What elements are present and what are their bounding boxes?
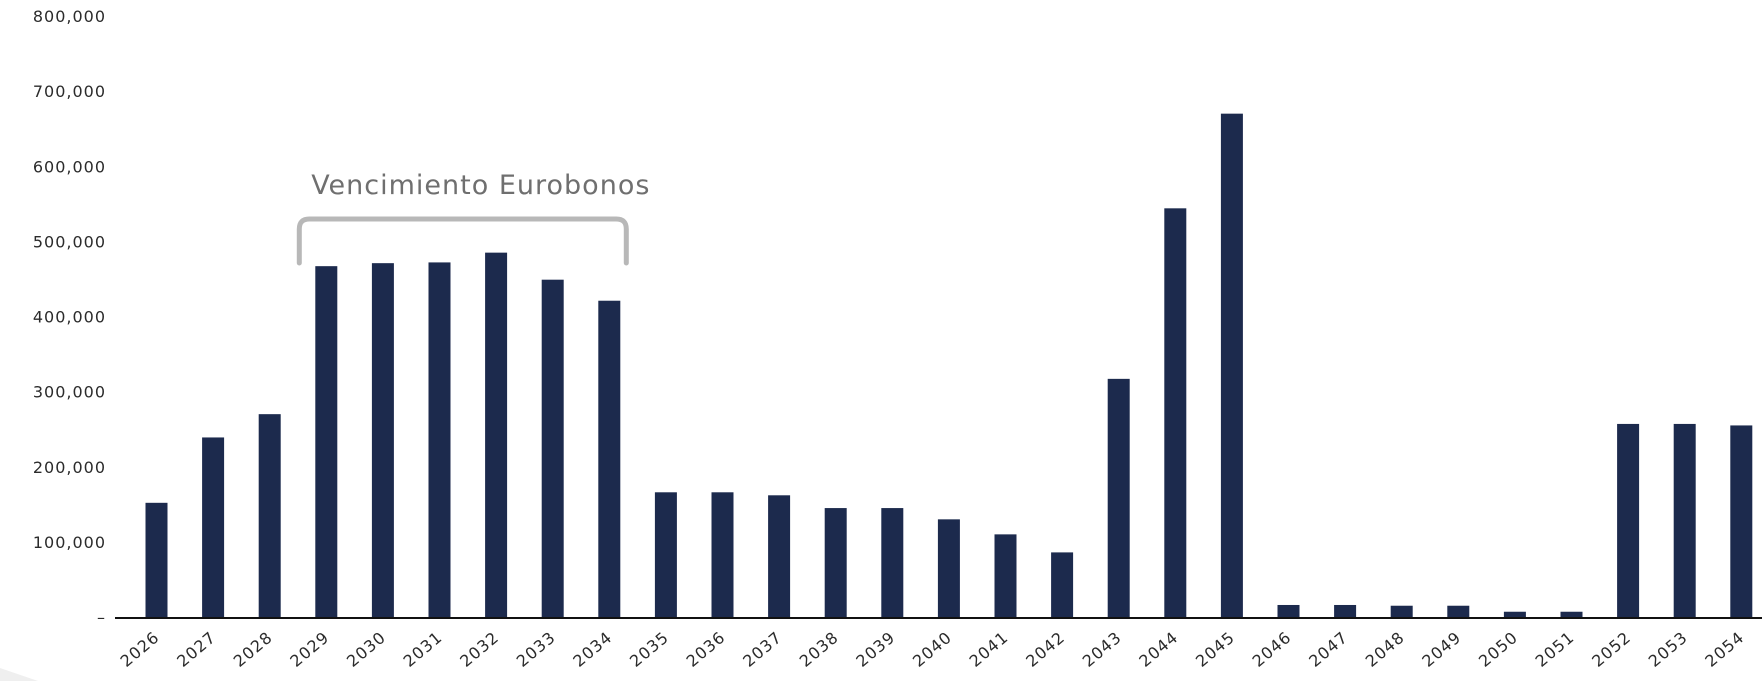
bar-2029: [315, 266, 338, 617]
x-tick-label-2051: 2051: [1532, 628, 1578, 671]
x-tick-label-2032: 2032: [456, 628, 502, 671]
bar-2036: [711, 492, 734, 617]
x-tick-label-2040: 2040: [909, 628, 955, 671]
bar-2042: [1051, 552, 1074, 617]
x-axis: 2026 2027 2028 2029 2030 2031 2032 2033 2034 2035…: [117, 628, 1748, 671]
bar-2046: [1277, 604, 1300, 617]
corner-decoration: [0, 668, 38, 681]
bar-2051: [1560, 611, 1583, 617]
x-tick-label-2030: 2030: [343, 628, 389, 671]
bar-2027: [202, 437, 225, 617]
bar-2031: [428, 262, 451, 617]
y-tick-label: 500,000: [33, 232, 106, 251]
y-tick-label: 400,000: [33, 308, 106, 327]
bar-2028: [258, 414, 281, 617]
x-tick-label-2027: 2027: [173, 628, 219, 671]
y-tick-label: 800,000: [33, 7, 106, 26]
annotation-bracket: [296, 216, 629, 266]
bar-2037: [768, 495, 791, 617]
x-tick-label-2031: 2031: [400, 628, 446, 671]
annotation-group: Vencimiento Eurobonos: [296, 170, 650, 266]
x-tick-label-2038: 2038: [796, 628, 842, 671]
x-tick-label-2036: 2036: [683, 628, 729, 671]
x-tick-label-2044: 2044: [1135, 628, 1181, 671]
x-tick-label-2039: 2039: [852, 628, 898, 671]
bar-2052: [1617, 423, 1640, 617]
x-tick-label-2042: 2042: [1022, 628, 1068, 671]
x-tick-label-2028: 2028: [230, 628, 276, 671]
bar-2049: [1447, 605, 1470, 617]
bar-2032: [485, 252, 508, 618]
bar-2045: [1220, 113, 1243, 617]
x-tick-label-2045: 2045: [1192, 628, 1238, 671]
y-tick-label: 300,000: [33, 383, 106, 402]
bar-2040: [937, 519, 960, 617]
bar-2047: [1334, 604, 1357, 617]
y-axis: – 100,000 200,000 300,000 400,000 500,000 600,…: [33, 7, 106, 627]
bar-2033: [541, 279, 564, 617]
y-tick-label: 600,000: [33, 157, 106, 176]
x-tick-label-2046: 2046: [1249, 628, 1295, 671]
x-tick-label-2037: 2037: [739, 628, 785, 671]
bar-2041: [994, 534, 1017, 617]
bars-group: [145, 113, 1753, 618]
x-tick-label-2041: 2041: [966, 628, 1012, 671]
x-tick-label-2053: 2053: [1645, 628, 1691, 671]
x-tick-label-2043: 2043: [1079, 628, 1125, 671]
bar-2044: [1164, 208, 1187, 617]
bar-2038: [824, 508, 847, 617]
x-tick-label-2047: 2047: [1305, 628, 1351, 671]
bar-2035: [654, 492, 677, 617]
bar-2026: [145, 502, 168, 617]
y-tick-label: 700,000: [33, 82, 106, 101]
y-tick-label: 100,000: [33, 533, 106, 552]
bar-2053: [1673, 423, 1696, 617]
bar-2048: [1390, 605, 1413, 617]
x-tick-label-2048: 2048: [1362, 628, 1408, 671]
x-tick-label-2050: 2050: [1475, 628, 1521, 671]
bar-2043: [1107, 378, 1130, 617]
bar-2054: [1730, 425, 1753, 617]
y-tick-label: 200,000: [33, 458, 106, 477]
annotation-label: Vencimiento Eurobonos: [311, 170, 650, 201]
bar-2034: [598, 300, 621, 617]
bar-2039: [881, 508, 904, 617]
x-tick-label-2035: 2035: [626, 628, 672, 671]
x-tick-label-2052: 2052: [1588, 628, 1634, 671]
x-tick-label-2054: 2054: [1701, 628, 1747, 671]
bar-2050: [1503, 611, 1526, 617]
x-tick-label-2033: 2033: [513, 628, 559, 671]
x-tick-label-2026: 2026: [117, 628, 163, 671]
x-tick-label-2034: 2034: [569, 628, 615, 671]
x-tick-label-2029: 2029: [286, 628, 332, 671]
y-tick-label: –: [97, 608, 106, 627]
x-tick-label-2049: 2049: [1418, 628, 1464, 671]
bar-2030: [371, 263, 394, 617]
